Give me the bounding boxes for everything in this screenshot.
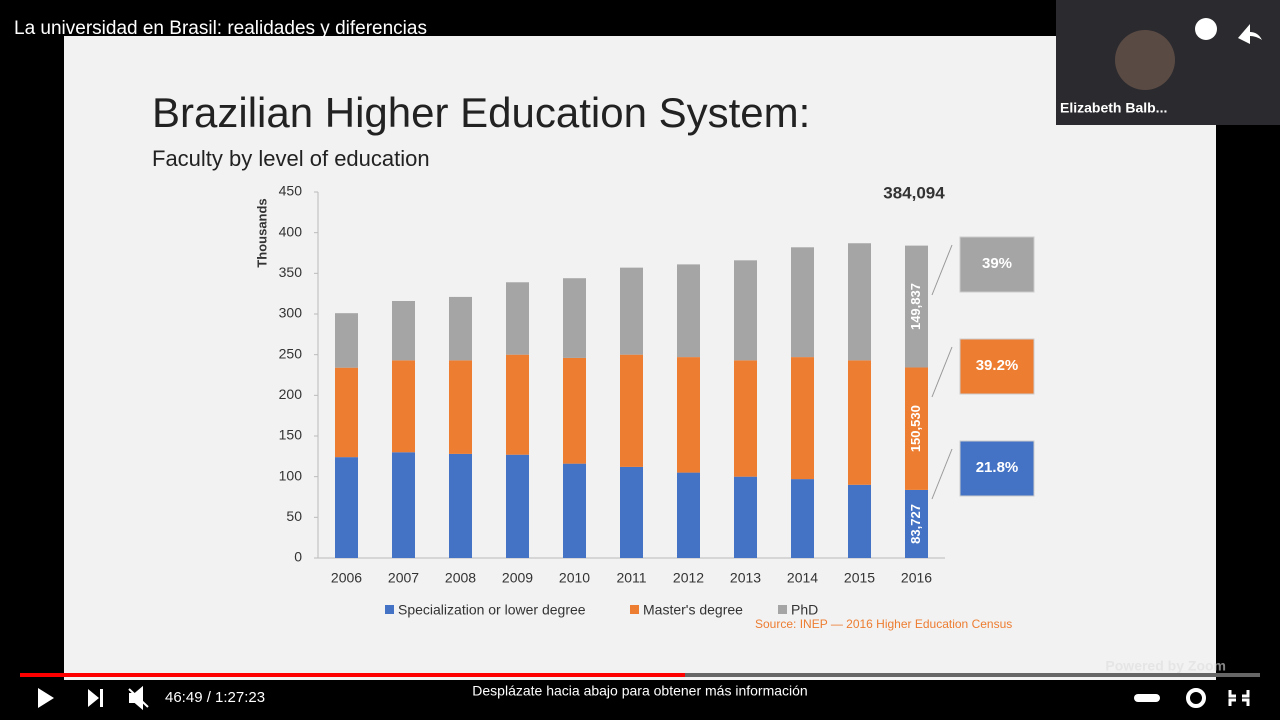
play-button[interactable] [38,688,54,708]
bar-segment [335,313,358,368]
settings-button[interactable] [1186,688,1206,708]
bar-segment [905,367,928,490]
bar-segment [905,489,928,558]
share-label: 39.2% [976,357,1019,374]
share-box [959,338,1035,395]
slide-subtitle: Faculty by level of education [152,146,430,171]
time-display: 46:49 / 1:27:23 [165,689,265,706]
bar-segment [848,484,871,558]
share-label: 21.8% [976,459,1019,476]
bar-segment [335,367,358,458]
watch-later-icon[interactable] [1195,18,1217,40]
fullscreen-button[interactable] [1228,690,1250,706]
x-tick-label: 2008 [445,570,476,586]
legend-swatch [385,605,394,614]
legend-label: Master's degree [643,602,743,618]
x-tick-label: 2009 [502,570,533,586]
legend-swatch [778,605,787,614]
bar-segment [449,296,472,361]
bar-segment [449,360,472,454]
legend-label: PhD [791,602,818,618]
participant-name: Elizabeth Balb... [1060,100,1167,116]
bar-segment [563,357,586,464]
y-tick-label: 250 [279,345,303,361]
x-tick-label: 2013 [730,570,761,586]
bar-segment [848,243,871,361]
y-tick-label: 400 [279,223,303,239]
bar-segment [677,472,700,558]
webcam-person [1115,30,1175,90]
autoplay-toggle[interactable] [1134,694,1160,702]
bar-segment [791,247,814,358]
mute-button[interactable] [128,685,149,711]
y-tick-label: 50 [286,508,302,524]
bar-segment [563,463,586,558]
x-tick-label: 2012 [673,570,704,586]
y-tick-label: 200 [279,386,303,402]
y-tick-label: 0 [294,549,302,565]
bar-segment [791,357,814,480]
next-button[interactable] [88,689,103,707]
x-tick-label: 2016 [901,570,932,586]
bar-segment [848,360,871,485]
bar-segment [506,354,529,455]
x-tick-label: 2006 [331,570,362,586]
legend-label: Specialization or lower degree [398,602,586,618]
y-tick-label: 450 [279,183,303,199]
bar-segment [620,466,643,558]
x-tick-label: 2010 [559,570,590,586]
bar-segment [734,476,757,558]
share-box [959,440,1035,497]
bar-segment [677,357,700,473]
share-box [959,236,1035,293]
y-axis-label: Thousands [254,198,269,267]
y-tick-label: 350 [279,264,303,280]
progress-played [20,673,685,677]
x-tick-label: 2007 [388,570,419,586]
bar-segment [734,360,757,477]
bar-segment [392,452,415,558]
total-label: 384,094 [883,183,945,202]
bar-segment [734,260,757,361]
scroll-hint: Desplázate hacia abajo para obtener más … [472,683,807,699]
bar-segment [335,457,358,558]
y-tick-label: 300 [279,305,303,321]
y-tick-label: 150 [279,427,303,443]
bar-segment [905,245,928,368]
value-label: 149,837 [908,283,923,330]
x-tick-label: 2014 [787,570,818,586]
y-tick-label: 100 [279,467,303,483]
share-connector [931,346,953,398]
bar-segment [620,267,643,355]
bar-segment [506,454,529,558]
zoom-watermark: Powered by Zoom [1105,658,1226,674]
bar-segment [677,264,700,358]
share-label: 39% [982,255,1012,272]
share-icon[interactable] [1238,24,1262,44]
value-label: 150,530 [908,405,923,452]
bar-segment [620,354,643,467]
legend-swatch [630,605,639,614]
bar-segment [392,360,415,453]
value-label: 83,727 [908,504,923,544]
bar-segment [392,300,415,361]
slide-title: Brazilian Higher Education System: [152,89,810,136]
source: Source: INEP — 2016 Higher Education Cen… [755,617,1012,631]
bar-segment [563,278,586,358]
bar-segment [449,453,472,558]
bar-segment [506,282,529,355]
bar-segment [791,479,814,558]
share-connector [931,448,953,500]
x-tick-label: 2011 [616,570,646,586]
x-tick-label: 2015 [844,570,875,586]
video-title: La universidad en Brasil: realidades y d… [14,18,427,39]
controls-bar [0,680,1280,720]
share-connector [931,244,953,296]
